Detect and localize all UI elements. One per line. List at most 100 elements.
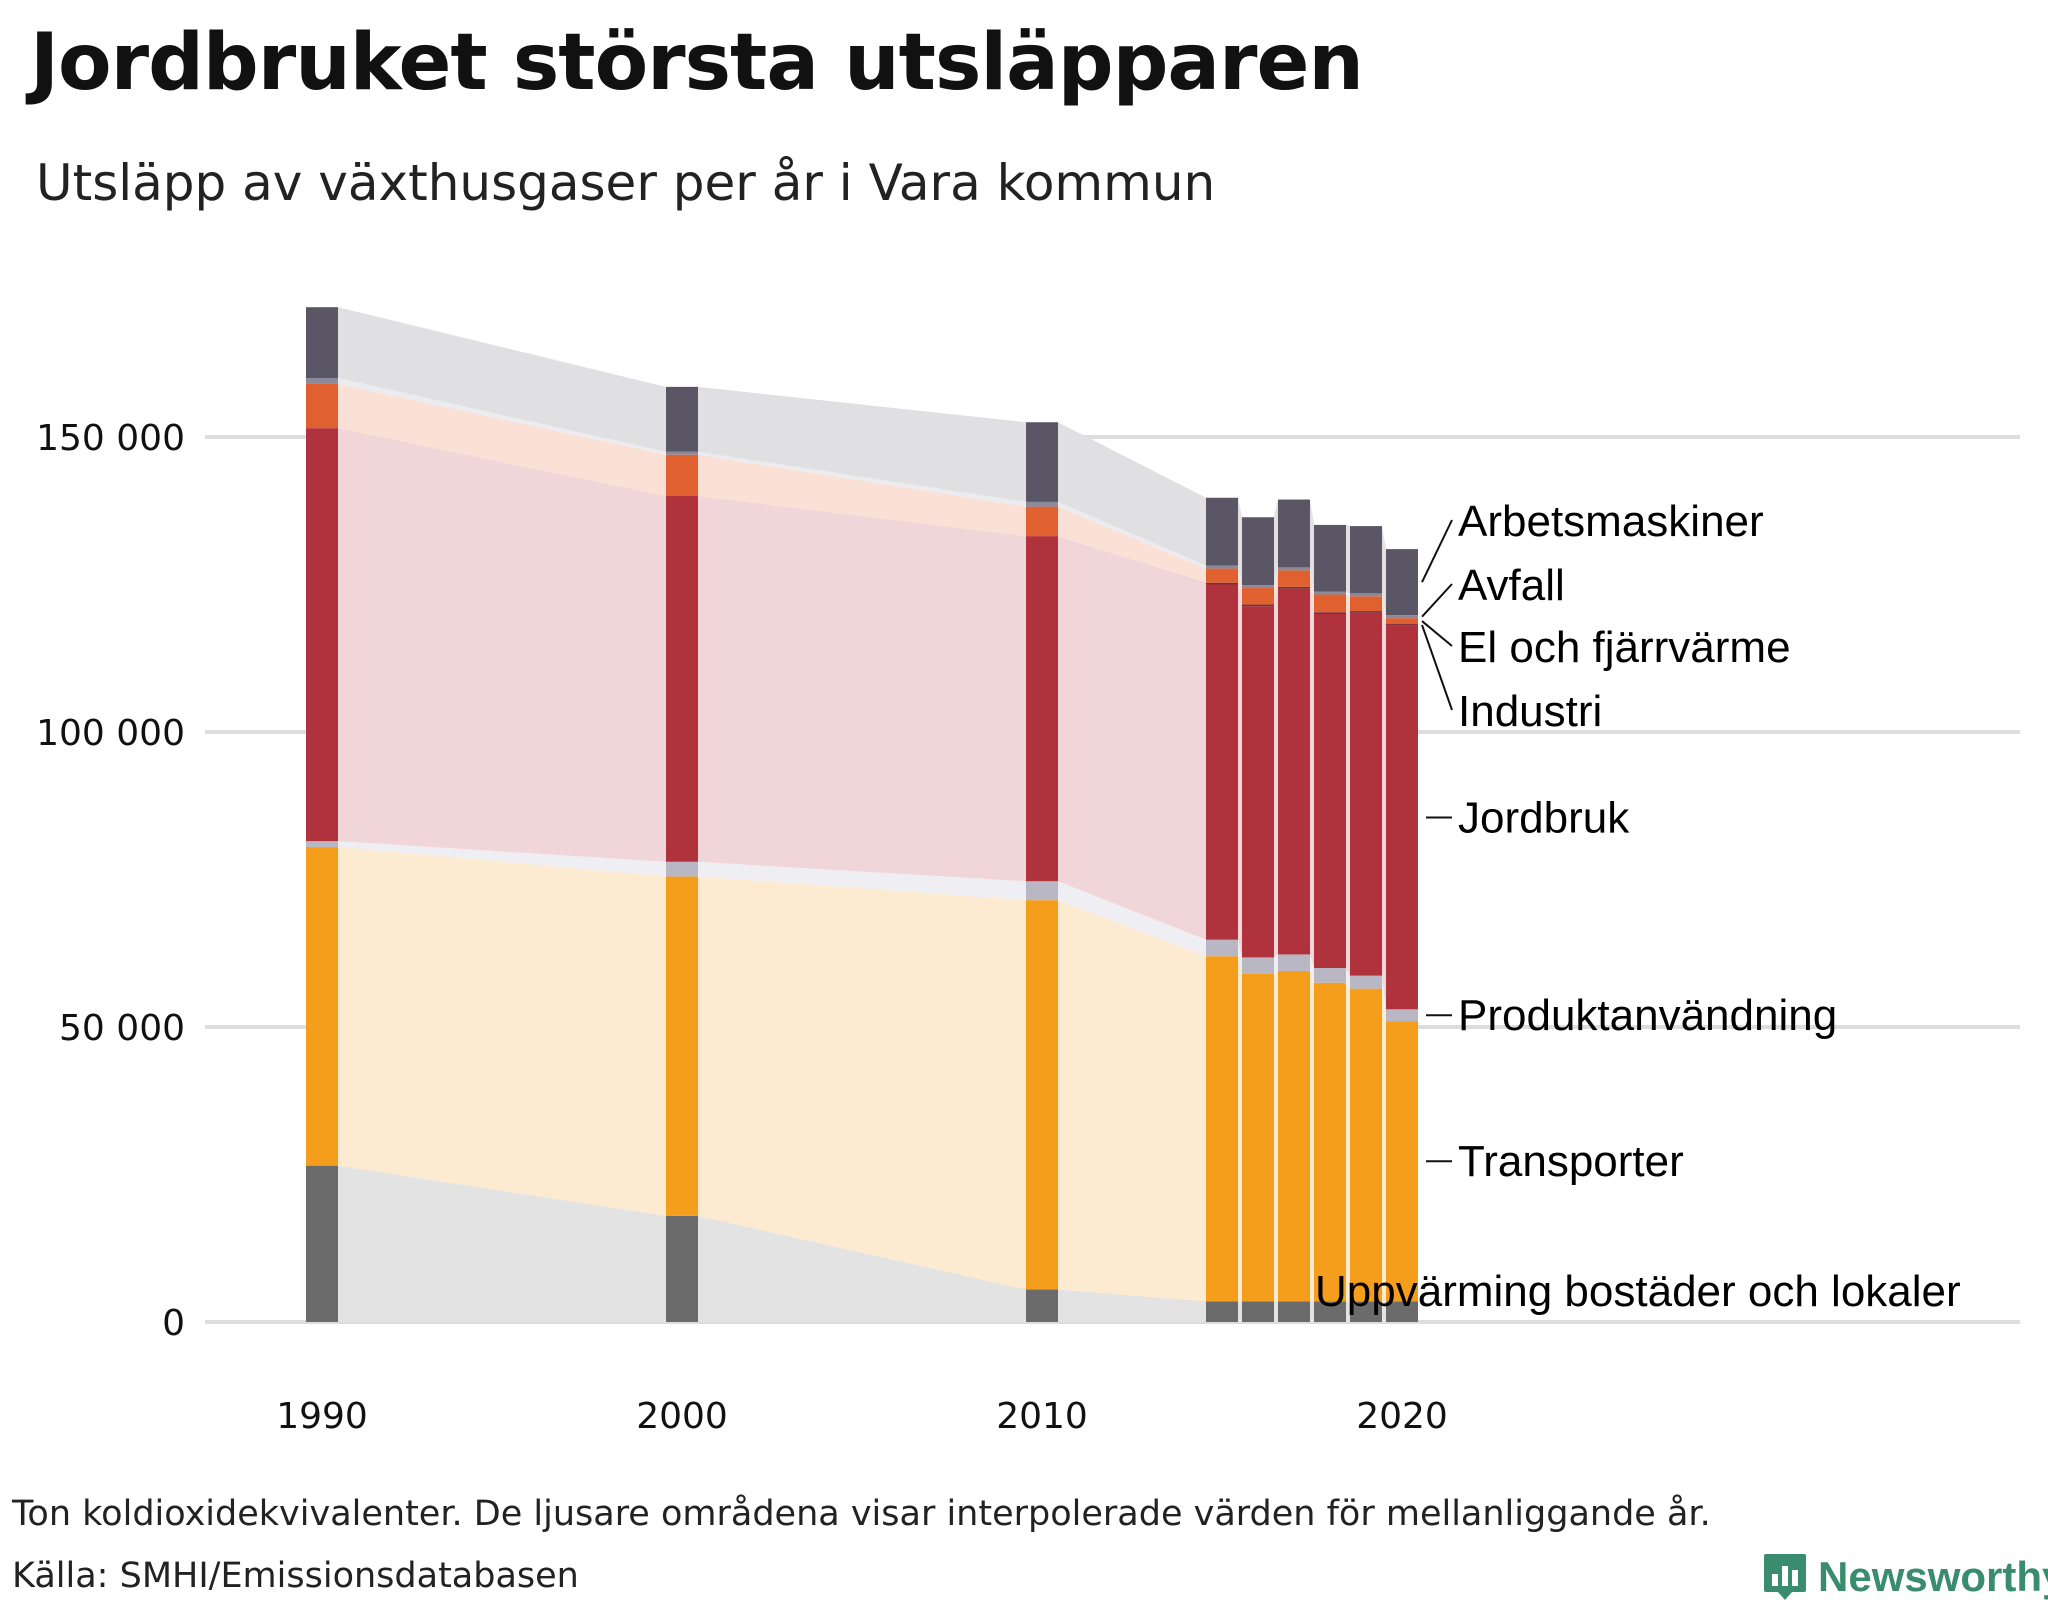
interpolated-area xyxy=(1382,596,1386,625)
bar-segment xyxy=(1314,612,1346,614)
x-tick-label: 1990 xyxy=(276,1396,368,1437)
interpolated-area xyxy=(1310,588,1314,968)
bar-segment xyxy=(306,847,338,1166)
y-tick-label: 0 xyxy=(162,1303,185,1344)
interpolated-area xyxy=(1238,939,1242,974)
bar-segment xyxy=(306,428,338,842)
bar-segment xyxy=(1350,526,1382,594)
interpolated-area xyxy=(698,1215,1026,1322)
series-label: Uppvärming bostäder och lokaler xyxy=(1315,1267,1961,1316)
series-label: El och fjärrvärme xyxy=(1458,623,1791,672)
interpolated-area xyxy=(1382,988,1386,1302)
bar-segment xyxy=(1206,497,1238,566)
interpolated-area xyxy=(1310,1301,1314,1322)
interpolated-area xyxy=(1382,612,1386,1010)
interpolated-area xyxy=(1238,956,1242,1302)
bar-segment xyxy=(1242,606,1274,958)
bar-segment xyxy=(1386,625,1418,1010)
series-label: Transporter xyxy=(1458,1137,1684,1186)
bar-segment xyxy=(1314,1301,1346,1322)
interpolated-area xyxy=(1382,611,1386,626)
interpolated-area xyxy=(1058,536,1206,585)
bar-segment xyxy=(1242,588,1274,605)
interpolated-area xyxy=(338,847,666,1216)
bar-segment xyxy=(1242,604,1274,607)
interpolated-area xyxy=(1058,900,1206,1302)
interpolated-area xyxy=(1274,970,1278,1302)
interpolated-area xyxy=(1382,1301,1386,1322)
interpolated-area xyxy=(1058,1289,1206,1322)
bar-segment xyxy=(666,861,698,877)
interpolated-area xyxy=(1310,499,1314,592)
bar-segment xyxy=(1386,1009,1418,1022)
interpolated-area xyxy=(1274,1301,1278,1322)
interpolated-area xyxy=(698,496,1026,882)
series-label: Jordbruk xyxy=(1458,794,1630,843)
bar-segment xyxy=(306,307,338,378)
interpolated-area xyxy=(338,383,666,496)
bar-segment xyxy=(1206,568,1238,583)
bar-segment xyxy=(1278,954,1310,971)
interpolated-area xyxy=(1274,570,1278,605)
interpolated-area xyxy=(1058,536,1206,940)
bar-segment xyxy=(1278,588,1310,955)
x-axis-ticks: 1990 2000 2010 2020 xyxy=(276,1396,1448,1437)
interpolated-area xyxy=(1238,568,1242,605)
bar-segment xyxy=(306,1165,338,1322)
interpolated-area xyxy=(698,876,1026,1290)
interpolated-area xyxy=(338,307,666,452)
interpolated-area xyxy=(1310,570,1314,613)
bar-segment xyxy=(1386,624,1418,626)
bar-segment xyxy=(1242,973,1274,1302)
bar-segment xyxy=(1350,612,1382,976)
interpolated-area xyxy=(338,378,666,455)
interpolated-area xyxy=(338,1165,666,1322)
series-label: Produktanvändning xyxy=(1458,991,1837,1040)
interpolated-area xyxy=(1274,954,1278,974)
bar-segment xyxy=(1206,956,1238,1302)
interpolated-area xyxy=(1238,584,1242,958)
brand-name: Newsworthy xyxy=(1818,1553,2048,1600)
bar-segment xyxy=(1026,501,1058,507)
bar-segment xyxy=(1242,1301,1274,1322)
interpolated-area xyxy=(338,428,666,862)
bar-segment xyxy=(1278,1301,1310,1322)
bar-segment xyxy=(1278,499,1310,568)
chart-note: Ton koldioxidekvivalenter. De ljusare om… xyxy=(12,1494,1711,1534)
interpolated-area xyxy=(1346,594,1350,613)
bar-segment xyxy=(1350,596,1382,612)
bar-segment xyxy=(1206,1301,1238,1322)
interpolated-area xyxy=(1310,586,1314,614)
label-connector xyxy=(1421,519,1453,583)
bar-segment xyxy=(1314,982,1346,1302)
bar-segment xyxy=(306,841,338,848)
interpolated-area xyxy=(1382,593,1386,619)
interpolated-area xyxy=(1346,1301,1350,1322)
bar-segment xyxy=(666,876,698,1216)
interpolated-area xyxy=(1274,567,1278,589)
bar-segment xyxy=(1386,549,1418,616)
x-tick-label: 2020 xyxy=(1356,1396,1448,1437)
bar-segment xyxy=(1278,567,1310,571)
chart-subtitle: Utsläpp av växthusgaser per år i Vara ko… xyxy=(36,154,1216,212)
bar-segment xyxy=(1026,506,1058,537)
bar-segment xyxy=(1350,988,1382,1302)
bar-segment xyxy=(1350,593,1382,597)
bar-segment xyxy=(1314,594,1346,613)
bar-segment xyxy=(1386,615,1418,619)
interpolated-area xyxy=(698,386,1026,502)
bar-segment xyxy=(1242,585,1274,589)
bar-segment xyxy=(1278,970,1310,1302)
interpolated-area xyxy=(1346,982,1350,1302)
newsworthy-logo: Newsworthy xyxy=(1762,1552,2048,1602)
bar-segment xyxy=(1386,618,1418,625)
bar-segment xyxy=(1026,900,1058,1290)
bar-segment xyxy=(666,451,698,455)
chart-source: Källa: SMHI/Emissionsdatabasen xyxy=(12,1556,579,1596)
interpolated-area xyxy=(1310,954,1314,983)
bar-segment xyxy=(306,383,338,429)
bar-segment xyxy=(1314,968,1346,983)
interpolated-area xyxy=(1238,565,1242,589)
bar-segment xyxy=(1386,1301,1418,1322)
bar-segment xyxy=(666,454,698,496)
